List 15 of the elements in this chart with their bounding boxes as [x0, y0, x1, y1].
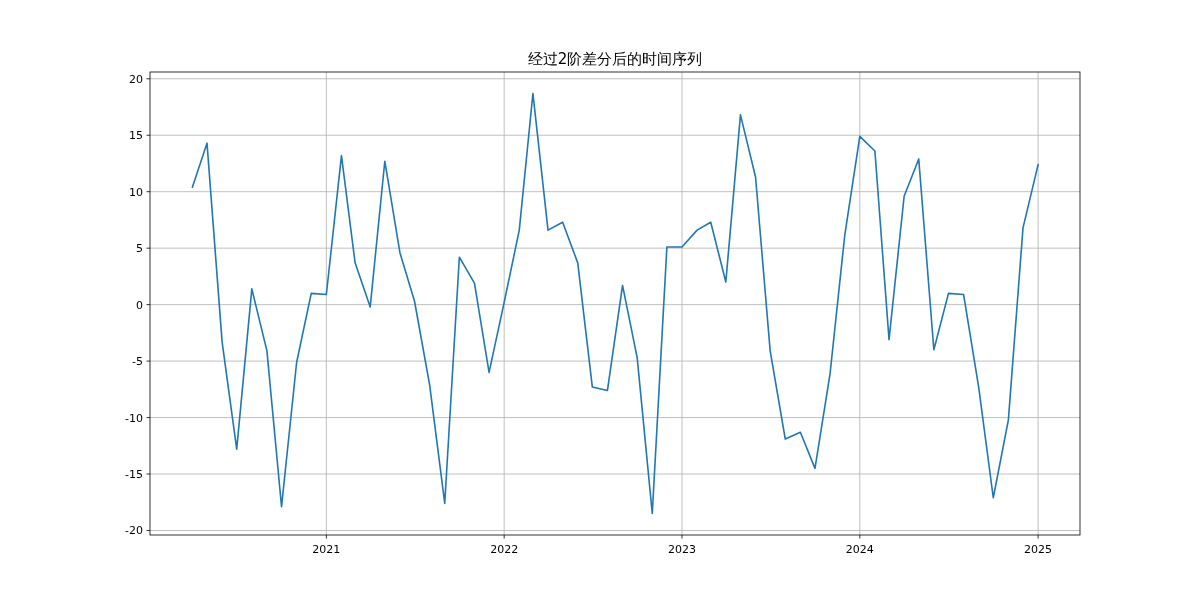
- y-tick-label: 10: [129, 185, 143, 199]
- y-tick-label: -20: [125, 524, 143, 538]
- y-tick-label: 20: [129, 72, 143, 86]
- y-tick-label: 0: [136, 298, 143, 312]
- x-tick-label: 2021: [312, 543, 341, 556]
- y-tick-label: -5: [132, 355, 143, 369]
- x-tick-label: 2024: [845, 543, 874, 556]
- y-tick-label: 5: [136, 242, 143, 256]
- x-tick-label: 2025: [1024, 543, 1053, 556]
- y-tick-label: -15: [125, 468, 143, 482]
- chart-title: 经过2阶差分后的时间序列: [527, 50, 703, 68]
- y-tick-label: -10: [125, 411, 143, 425]
- x-tick-label: 2023: [667, 543, 696, 556]
- x-tick-label: 2022: [490, 543, 519, 556]
- y-tick-label: 15: [129, 129, 143, 143]
